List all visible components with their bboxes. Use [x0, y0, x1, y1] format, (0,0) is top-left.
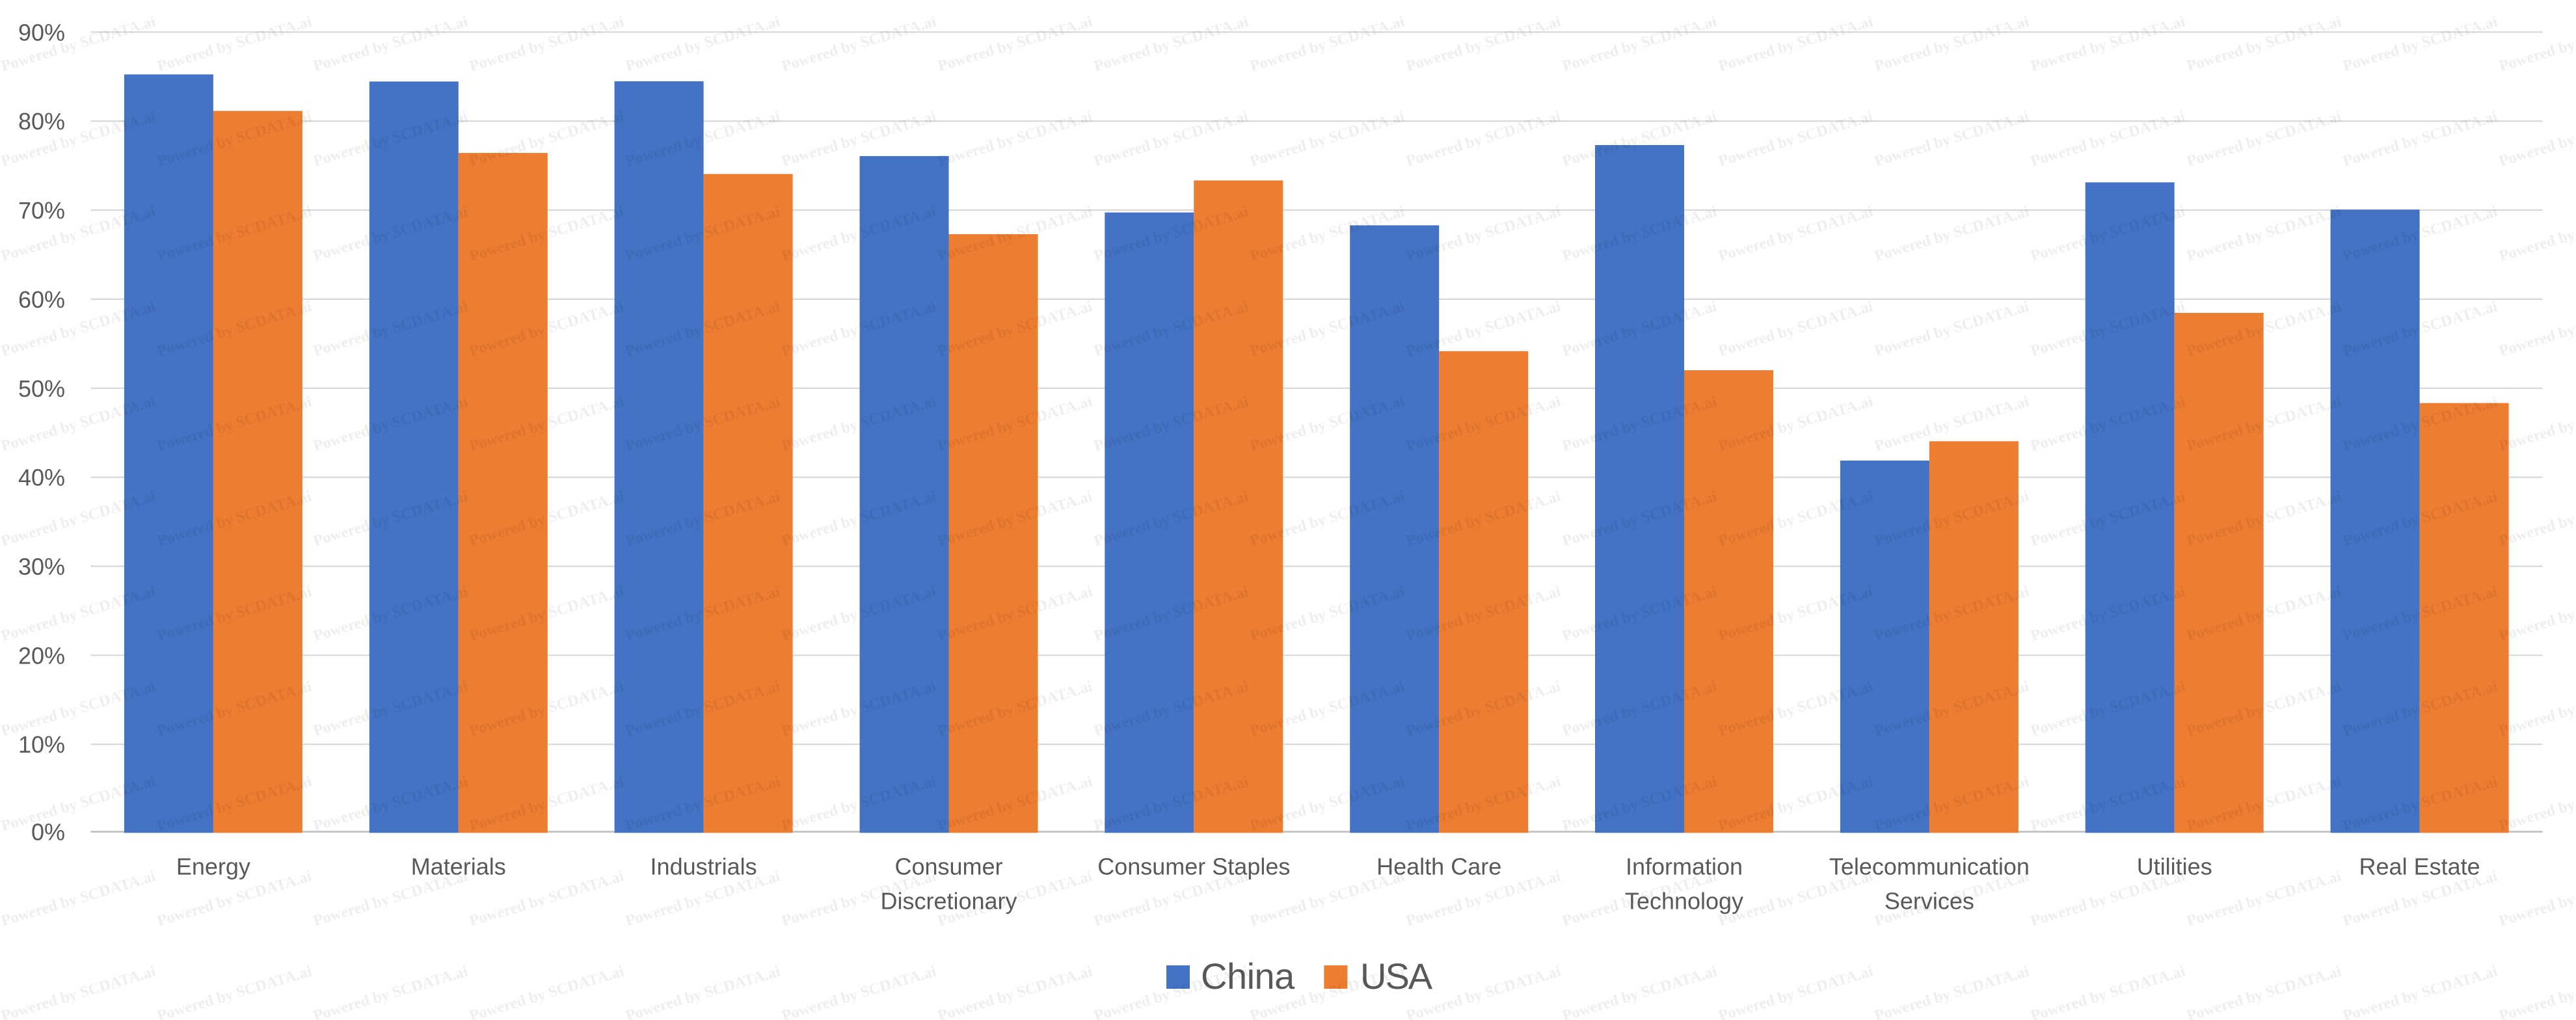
svg-text:90%: 90%	[18, 19, 65, 46]
svg-text:60%: 60%	[18, 286, 65, 313]
svg-text:30%: 30%	[18, 554, 65, 580]
svg-text:50%: 50%	[18, 375, 65, 402]
svg-text:Health Care: Health Care	[1376, 853, 1501, 880]
svg-text:Energy: Energy	[176, 853, 250, 880]
svg-text:10%: 10%	[18, 731, 65, 758]
svg-text:Consumer: Consumer	[894, 853, 1002, 880]
svg-text:Services: Services	[1885, 888, 1974, 915]
svg-text:Information: Information	[1626, 853, 1743, 880]
svg-text:Telecommunication: Telecommunication	[1829, 853, 2030, 880]
svg-text:USA: USA	[1360, 956, 1433, 997]
svg-text:Consumer Staples: Consumer Staples	[1097, 853, 1290, 880]
svg-text:40%: 40%	[18, 464, 65, 491]
svg-text:20%: 20%	[18, 642, 65, 669]
svg-text:0%: 0%	[31, 819, 65, 846]
svg-text:Industrials: Industrials	[651, 853, 757, 880]
svg-text:Utilities: Utilities	[2137, 853, 2212, 880]
svg-text:Materials: Materials	[411, 853, 506, 880]
svg-text:Discretionary: Discretionary	[880, 888, 1017, 915]
svg-text:Real Estate: Real Estate	[2359, 853, 2480, 880]
svg-text:80%: 80%	[18, 108, 65, 135]
svg-text:China: China	[1201, 956, 1295, 997]
svg-text:Technology: Technology	[1625, 888, 1743, 915]
svg-text:70%: 70%	[18, 197, 65, 224]
